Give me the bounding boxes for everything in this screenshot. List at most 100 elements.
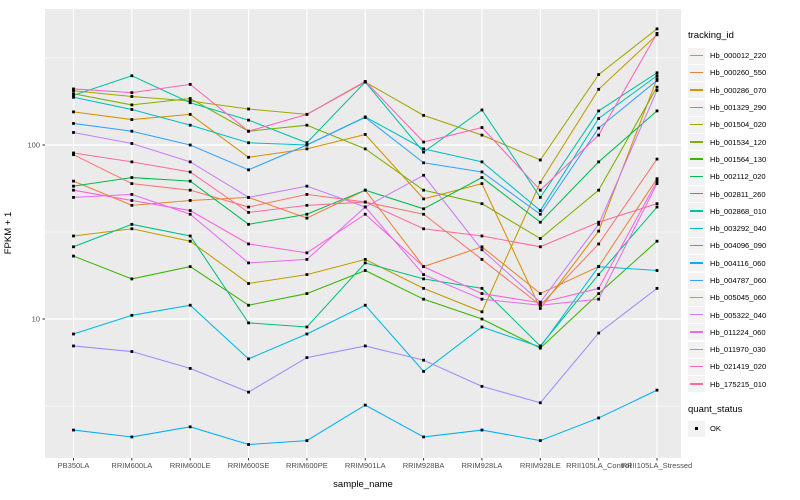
legend: tracking_id Hb_000012_220 Hb_000260_550 Hb…: [688, 30, 798, 437]
data-point: [130, 435, 134, 439]
data-point: [655, 182, 659, 186]
legend-key-line-icon: [688, 186, 705, 203]
legend-item: Hb_021419_020: [688, 358, 798, 375]
data-point: [597, 222, 601, 226]
data-point: [363, 261, 367, 265]
legend-item: Hb_001504_020: [688, 116, 798, 133]
y-tick-label: 10: [32, 315, 40, 324]
legend-key-line-icon: [688, 47, 705, 64]
data-point: [655, 109, 659, 113]
data-point: [247, 357, 250, 361]
data-point: [422, 369, 425, 373]
data-point: [363, 205, 367, 209]
x-tick-label: RRIM928LE: [520, 461, 561, 470]
data-point: [130, 74, 134, 78]
data-point: [130, 203, 134, 207]
data-point: [480, 325, 484, 329]
legend-item: Hb_002868_010: [688, 203, 798, 220]
data-point: [597, 109, 601, 113]
legend-item: Hb_002811_260: [688, 185, 798, 203]
data-point: [655, 179, 659, 183]
legend-item: Hb_004096_090: [688, 237, 798, 254]
data-point: [72, 122, 75, 125]
legend-key-line-icon: [688, 272, 705, 289]
data-point: [130, 91, 134, 95]
data-point: [188, 188, 192, 192]
legend-item: Hb_002112_020: [688, 168, 798, 185]
data-point: [422, 265, 425, 269]
data-point: [247, 282, 250, 285]
legend-item-label: Hb_001534_120: [710, 137, 767, 147]
data-point: [188, 99, 192, 103]
x-tick-label: RRIM600PE: [286, 461, 328, 470]
data-point: [72, 87, 75, 91]
data-point: [655, 88, 659, 92]
legend-item-label: Hb_175215_010: [710, 379, 767, 389]
data-point: [538, 401, 542, 405]
data-point: [188, 82, 192, 86]
data-point: [480, 245, 484, 249]
data-point: [188, 303, 192, 307]
data-point: [480, 297, 484, 301]
data-point: [480, 317, 484, 321]
data-point: [305, 332, 309, 336]
data-point: [72, 195, 75, 199]
legend-item: Hb_004116_060: [688, 255, 798, 272]
legend-item-label: Hb_000260_550: [710, 68, 767, 78]
data-point: [72, 184, 75, 188]
data-point: [422, 277, 425, 281]
x-tick-label: RRII105LA_Control: [566, 461, 631, 470]
data-point: [247, 443, 250, 446]
data-point: [538, 307, 542, 310]
legend-item-label: Hb_002868_010: [710, 206, 767, 216]
data-point: [188, 209, 192, 212]
data-point: [538, 220, 542, 224]
data-point: [597, 117, 601, 120]
data-point: [305, 216, 309, 220]
data-point: [72, 92, 75, 96]
data-point: [480, 126, 484, 129]
data-point: [538, 212, 542, 216]
data-point: [655, 27, 659, 31]
data-point: [655, 157, 659, 161]
legend-key-line-icon: [688, 116, 705, 133]
data-point: [538, 303, 542, 307]
legend-quant-status-label: OK: [710, 424, 721, 434]
data-point: [247, 129, 250, 133]
data-point: [72, 245, 75, 249]
data-point: [72, 344, 75, 348]
legend-key-line-icon: [688, 134, 705, 151]
data-point: [655, 205, 659, 209]
data-point: [422, 435, 425, 439]
legend-key-line-icon: [688, 255, 705, 272]
data-point: [72, 153, 75, 157]
data-point: [422, 173, 425, 177]
data-point: [188, 239, 192, 243]
data-point: [422, 150, 425, 154]
legend-key-line-icon: [688, 324, 705, 341]
data-point: [480, 258, 484, 261]
legend-item: Hb_001534_120: [688, 133, 798, 151]
data-point: [655, 202, 659, 206]
legend-quant-status-items: OK: [688, 420, 798, 437]
data-point: [247, 261, 250, 265]
data-point: [130, 313, 134, 317]
data-point: [597, 133, 601, 137]
data-point: [247, 168, 250, 172]
data-point: [72, 179, 75, 183]
data-point: [480, 310, 484, 314]
plot-panel: [45, 9, 681, 458]
legend-item: Hb_001329_290: [688, 99, 798, 116]
legend-key-point-icon: [688, 420, 705, 437]
data-point: [597, 220, 601, 224]
data-point: [72, 234, 75, 238]
legend-item: Hb_000286_070: [688, 82, 798, 99]
data-point: [188, 112, 192, 116]
legend-item-label: Hb_005322_040: [710, 310, 767, 320]
data-point: [655, 77, 659, 81]
data-point: [480, 182, 484, 186]
legend-key-line-icon: [688, 82, 705, 99]
data-point: [305, 141, 309, 145]
data-point: [480, 160, 484, 164]
data-point: [538, 195, 542, 199]
